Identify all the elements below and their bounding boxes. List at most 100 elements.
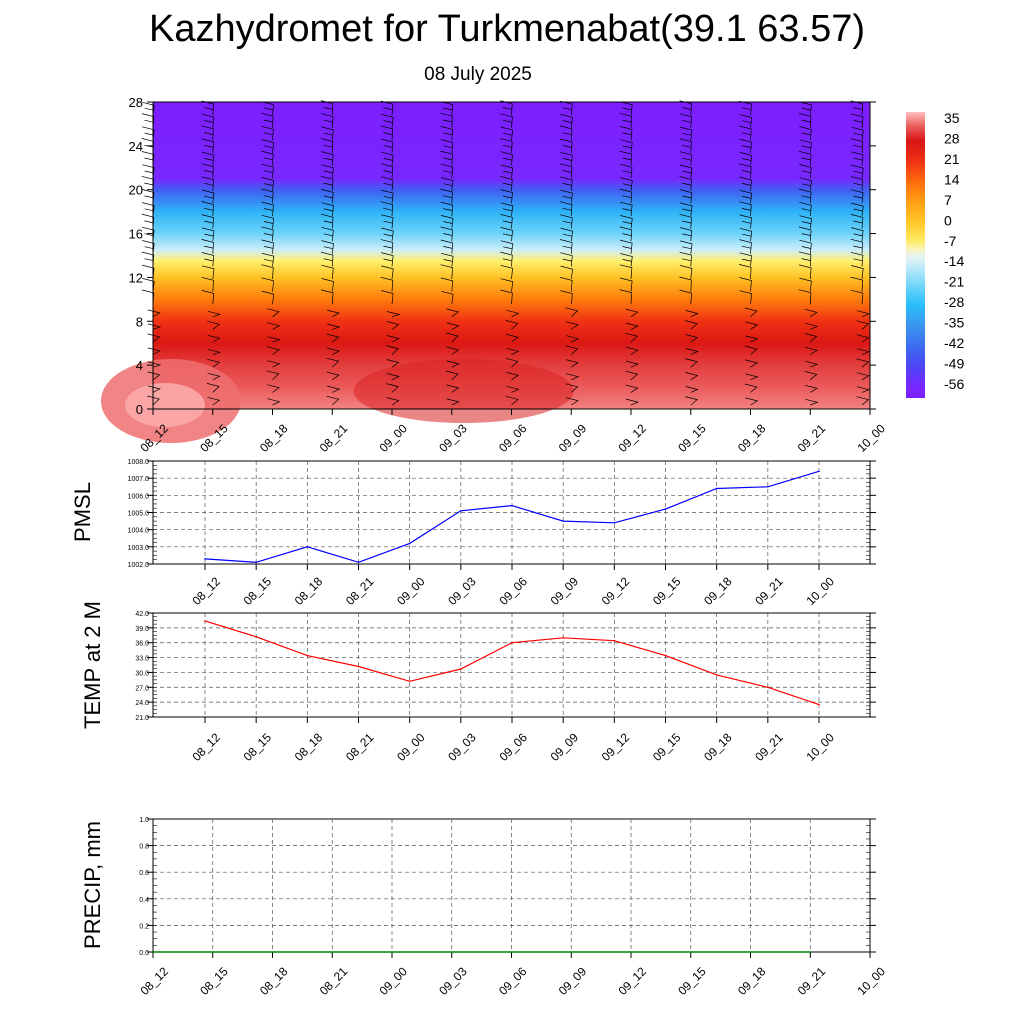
wind-barb — [745, 321, 759, 330]
temp2m-point — [818, 703, 820, 706]
wind-barb — [201, 151, 215, 166]
wind-barb — [141, 151, 155, 166]
wind-barb — [440, 264, 453, 280]
x-tick-label: 09_21 — [752, 730, 786, 764]
wind-barb — [266, 308, 280, 318]
temp2m-point — [511, 641, 513, 644]
wind-barb — [744, 307, 758, 318]
wind-barb — [387, 311, 401, 318]
wind-barb — [500, 189, 513, 204]
colorbar-label: -7 — [944, 233, 957, 249]
x-tick-label: 10_00 — [854, 421, 888, 455]
wind-barb — [261, 125, 274, 141]
wind-barb — [856, 372, 870, 381]
wind-barb — [141, 264, 155, 280]
wind-barb — [380, 239, 394, 254]
wind-barb — [851, 227, 864, 242]
wind-barb — [141, 213, 155, 229]
wind-barb — [739, 189, 753, 204]
wind-barb — [381, 227, 394, 242]
wind-barb — [680, 202, 693, 217]
wind-barb — [500, 164, 514, 179]
wind-barb — [500, 251, 513, 267]
wind-barb — [851, 202, 864, 217]
wind-barb — [739, 125, 752, 141]
wind-barb — [380, 176, 394, 191]
wind-barb — [500, 264, 513, 280]
wind-barb — [805, 322, 819, 330]
y-tick-label: 27.0 — [135, 685, 149, 692]
x-tick-label: 09_18 — [735, 964, 769, 998]
y-tick-label: 1008.0 — [128, 459, 150, 466]
wind-barb — [500, 202, 514, 217]
wind-barb — [267, 398, 281, 406]
wind-barb — [566, 373, 580, 381]
x-tick-label: 08_15 — [241, 574, 275, 608]
x-tick-label: 09_09 — [548, 574, 582, 608]
wind-barb — [380, 138, 394, 154]
wind-barb — [850, 176, 864, 191]
wind-barb — [850, 113, 864, 128]
colorbar-label: -35 — [944, 315, 964, 331]
wind-barb — [739, 277, 752, 292]
wind-barb — [261, 177, 275, 191]
wind-barb — [619, 226, 633, 242]
wind-barb — [804, 346, 818, 355]
wind-barb — [679, 138, 692, 154]
x-tick-label: 09_18 — [735, 421, 769, 455]
wind-barb — [679, 113, 693, 128]
temp2m-point — [613, 639, 616, 642]
wind-barb — [856, 358, 870, 368]
wind-barb — [739, 264, 752, 280]
wind-barb — [446, 398, 460, 406]
colorbar-label: 21 — [944, 151, 960, 167]
y-tick-label: 0.0 — [139, 950, 149, 957]
wind-barb — [684, 320, 698, 330]
wind-barb — [851, 151, 864, 166]
wind-barb — [856, 320, 870, 330]
y-tick-label: 24 — [129, 139, 143, 154]
wind-barb — [500, 138, 513, 154]
wind-barb — [560, 239, 573, 254]
wind-barb — [261, 150, 274, 166]
wind-barb — [207, 372, 221, 381]
wind-barb — [386, 335, 400, 343]
wind-barb — [739, 252, 752, 267]
wind-barb — [851, 265, 864, 280]
wind-barb — [206, 383, 220, 393]
x-tick-label: 09_12 — [599, 574, 633, 608]
wind-barb — [850, 238, 863, 254]
wind-barb — [207, 358, 221, 368]
wind-barb — [446, 322, 460, 330]
wind-barb — [625, 384, 639, 393]
y-tick-label: 1002.0 — [128, 562, 150, 569]
wind-barb — [850, 214, 864, 229]
y-tick-label: 0.8 — [139, 844, 149, 851]
pmsl-point — [460, 509, 462, 512]
wind-barb — [321, 226, 334, 242]
wind-barb — [261, 226, 274, 242]
wind-barb — [565, 345, 579, 355]
wind-barb — [619, 188, 633, 204]
wind-barb — [505, 358, 519, 368]
wind-barb — [679, 164, 693, 179]
x-tick-label: 09_00 — [376, 964, 410, 998]
wind-barb — [739, 290, 753, 305]
wind-barb — [327, 385, 341, 393]
colorbar-label: 28 — [944, 130, 960, 146]
wind-barb — [207, 320, 221, 330]
wind-barb — [685, 396, 698, 406]
y-tick-label: 0.4 — [139, 897, 149, 904]
wind-barb — [207, 310, 222, 318]
temp2m-point — [357, 665, 360, 668]
wind-barb — [500, 176, 513, 191]
wind-barb — [619, 264, 633, 280]
x-tick-label: 08_21 — [317, 421, 351, 455]
x-tick-label: 08_12 — [189, 730, 223, 764]
x-tick-label: 09_18 — [701, 574, 735, 608]
wind-barb — [326, 371, 340, 381]
wind-barb — [440, 215, 454, 229]
wind-barb — [805, 398, 819, 406]
y-axis-label: TEMP at 2 M — [80, 601, 105, 729]
